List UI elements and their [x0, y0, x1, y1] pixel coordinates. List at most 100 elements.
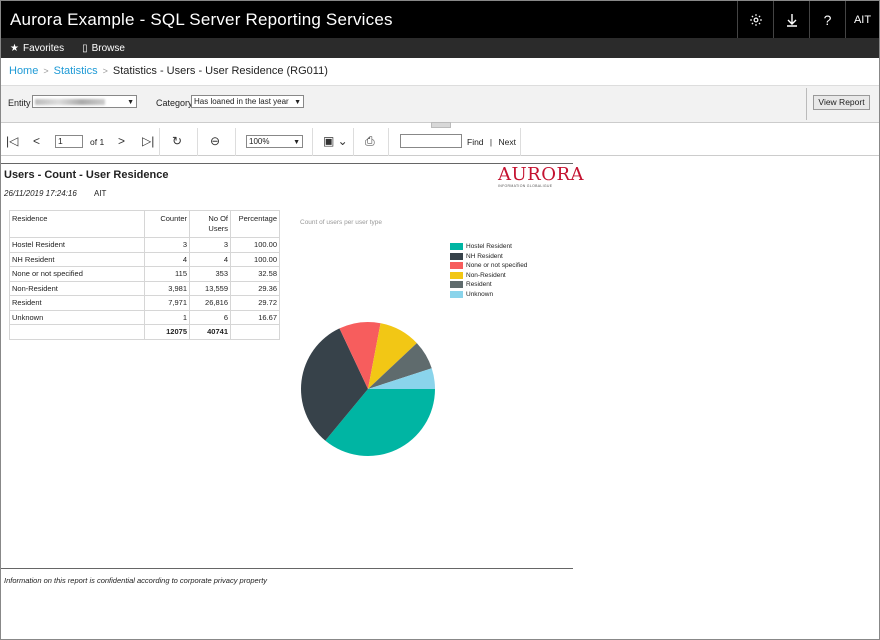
- divider: [1, 163, 573, 164]
- legend-label: NH Resident: [466, 252, 503, 260]
- table-cell: 29.36: [230, 280, 280, 296]
- table-cell: [230, 324, 280, 340]
- table-cell: 3: [189, 237, 231, 253]
- report-date: 26/11/2019 17:24:16: [4, 189, 77, 198]
- view-report-button[interactable]: View Report: [813, 95, 870, 110]
- app-title: Aurora Example - SQL Server Reporting Se…: [10, 9, 393, 29]
- table-row: None or not specified 115 353 32.58: [9, 266, 280, 282]
- pie-slice-nh-resident: [301, 328, 368, 441]
- report-title: Users - Count - User Residence: [4, 169, 169, 181]
- breadcrumb-statistics[interactable]: Statistics: [53, 65, 98, 77]
- divider: [388, 128, 389, 156]
- table-row: Hostel Resident 3 3 100.00: [9, 237, 280, 253]
- table-cell: 115: [144, 266, 190, 282]
- breadcrumb-home[interactable]: Home: [9, 65, 39, 77]
- find-input[interactable]: [400, 134, 462, 148]
- find-next-link[interactable]: Next: [498, 137, 516, 147]
- column-header: Counter: [144, 210, 190, 238]
- page-icon: ▯: [82, 42, 88, 54]
- table-cell: 4: [189, 251, 231, 267]
- table-cell: 100.00: [230, 251, 280, 267]
- legend-label: Resident: [466, 281, 492, 289]
- chevron-right-icon: >: [102, 66, 108, 76]
- table-row: NH Resident 4 4 100.00: [9, 251, 280, 267]
- category-select[interactable]: Has loaned in the last year ▼: [191, 95, 304, 108]
- legend-label: None or not specified: [466, 262, 528, 270]
- report-toolbar: |◁ < 1 of 1 > ▷| ↻ ⊖ 100% ▼ ▣ ⌄ ⎙ Find |…: [1, 128, 879, 156]
- refresh-icon[interactable]: ↻: [172, 134, 183, 148]
- report-footer: Information on this report is confidenti…: [4, 576, 268, 585]
- pie-chart: [301, 322, 435, 456]
- divider: [197, 128, 198, 156]
- print-icon[interactable]: ⎙: [365, 134, 375, 148]
- column-header: Percentage: [230, 210, 280, 238]
- find-separator: |: [489, 137, 493, 147]
- table-cell: 3,981: [144, 280, 190, 296]
- browse-label: Browse: [91, 42, 125, 54]
- chevron-right-icon: >: [43, 66, 49, 76]
- table-cell: 13,559: [189, 280, 231, 296]
- parameters-panel: Entity ▼ Category Has loaned in the last…: [1, 85, 879, 123]
- zoom-select[interactable]: 100% ▼: [246, 135, 303, 148]
- column-header: Residence: [9, 210, 145, 238]
- table-cell: Unknown: [9, 309, 145, 325]
- table-cell: 3: [144, 237, 190, 253]
- prev-page-icon[interactable]: <: [33, 134, 41, 148]
- table-cell: Non-Resident: [9, 280, 145, 296]
- zoom-value: 100%: [249, 137, 270, 146]
- last-page-icon[interactable]: ▷|: [142, 134, 155, 148]
- download-button[interactable]: [773, 1, 809, 38]
- star-icon: ★: [10, 42, 19, 54]
- table-cell: NH Resident: [9, 251, 145, 267]
- legend-item: Resident: [450, 280, 527, 290]
- table-cell: 353: [189, 266, 231, 282]
- user-menu-button[interactable]: AIT: [845, 1, 879, 38]
- download-icon: [786, 13, 797, 27]
- table-cell: 6: [189, 309, 231, 325]
- find-link[interactable]: Find: [467, 137, 484, 147]
- table-row: Resident 7,971 26,816 29.72: [9, 295, 280, 311]
- table-cell: 4: [144, 251, 190, 267]
- chart-legend: Hostel Resident NH Resident None or not sp…: [450, 242, 527, 299]
- legend-swatch: [450, 290, 463, 298]
- favorites-menu[interactable]: ★ Favorites: [1, 38, 73, 58]
- table-cell: None or not specified: [9, 266, 145, 282]
- pie-slice-resident: [368, 343, 432, 389]
- legend-item: Hostel Resident: [450, 242, 527, 252]
- table-cell: 100.00: [230, 237, 280, 253]
- divider: [353, 128, 354, 156]
- collapse-params-handle[interactable]: [431, 122, 451, 128]
- residence-table: Residence Counter No Of Users Percentage…: [9, 210, 280, 340]
- aurora-logo: AURORA INFORMATION GLOBALIGUE: [498, 164, 585, 190]
- legend-swatch: [450, 262, 463, 270]
- report-body: Users - Count - User Residence 26/11/201…: [1, 156, 585, 576]
- help-icon: ?: [823, 11, 832, 28]
- export-icon[interactable]: ▣ ⌄: [323, 134, 348, 148]
- gear-icon: [749, 13, 762, 26]
- total-users: 40741: [189, 324, 231, 340]
- page-number-input[interactable]: 1: [55, 135, 83, 148]
- legend-swatch: [450, 243, 463, 251]
- pie-slice-hostel-resident: [325, 389, 435, 456]
- next-page-icon[interactable]: >: [118, 134, 126, 148]
- help-button[interactable]: ?: [809, 1, 845, 38]
- table-cell: Hostel Resident: [9, 237, 145, 253]
- category-value: Has loaned in the last year: [194, 97, 289, 106]
- table-row: Non-Resident 3,981 13,559 29.36: [9, 280, 280, 296]
- browse-menu[interactable]: ▯ Browse: [73, 38, 134, 58]
- table-total-row: 12075 40741: [9, 324, 280, 340]
- entity-label: Entity: [8, 98, 31, 108]
- chevron-down-icon: ▼: [127, 99, 134, 106]
- table-header-row: Residence Counter No Of Users Percentage: [9, 210, 280, 238]
- category-label: Category: [156, 98, 193, 108]
- settings-button[interactable]: [737, 1, 773, 38]
- logo-wordmark: AURORA: [498, 164, 585, 185]
- entity-select[interactable]: ▼: [32, 95, 137, 108]
- title-bar: Aurora Example - SQL Server Reporting Se…: [1, 1, 879, 38]
- back-icon[interactable]: ⊖: [210, 134, 221, 148]
- table-cell: 1: [144, 309, 190, 325]
- divider: [235, 128, 236, 156]
- pie-slice-unknown: [368, 368, 435, 389]
- first-page-icon[interactable]: |◁: [6, 134, 19, 148]
